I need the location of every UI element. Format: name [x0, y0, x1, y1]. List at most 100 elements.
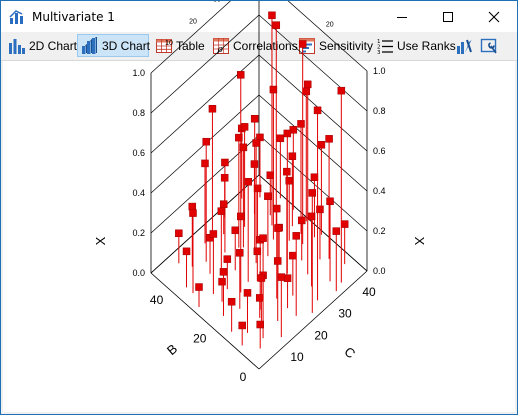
data-point-marker [209, 230, 218, 238]
data-point-marker [274, 224, 282, 232]
close-button[interactable] [471, 1, 517, 32]
minimize-button[interactable] [379, 1, 425, 32]
app-icon [9, 9, 25, 25]
2d-chart-label: 2D Chart [29, 38, 78, 53]
data-point-marker [240, 123, 249, 131]
data-point-marker [257, 274, 266, 282]
data-point-marker [277, 273, 286, 281]
2d-chart-button[interactable]: 2D Chart [5, 34, 78, 57]
bar-chart-icon [8, 37, 26, 55]
data-point-marker [236, 249, 244, 257]
data-point-marker [195, 283, 203, 291]
data-point-marker [252, 139, 260, 147]
data-point-marker [182, 247, 191, 256]
data-point-marker [256, 320, 264, 329]
data-point-marker [238, 321, 246, 330]
data-point-marker [273, 257, 282, 265]
data-point-marker [239, 143, 248, 152]
c-top-tick-label: 10 [165, 40, 173, 47]
data-point-marker [297, 216, 306, 225]
data-point-marker [235, 133, 243, 142]
3d-chart-button[interactable]: 3D Chart [77, 34, 151, 57]
table-icon [155, 37, 173, 55]
data-point-marker [256, 133, 264, 142]
data-point-marker [340, 220, 349, 228]
data-point-marker [326, 197, 334, 206]
3d-chart-label: 3D Chart [102, 38, 151, 53]
data-point-marker [307, 212, 316, 221]
settings-icon [480, 37, 498, 55]
x-tick-label-left: 0.2 [132, 228, 145, 238]
svg-text:1: 1 [377, 39, 381, 45]
b-tick-label: 0 [240, 370, 247, 384]
data-point-marker [219, 268, 228, 276]
data-point-marker [223, 255, 232, 263]
svg-text:3: 3 [377, 50, 381, 55]
data-point-marker [175, 229, 183, 238]
wall-gridline-right [258, 14, 368, 112]
data-point-marker [273, 204, 281, 213]
chart-area[interactable]: 0.0 0.0 0.2 0.2 0.4 0.4 0.6 0.6 0.8 0.8 1.0 1.0 0 20 4… [3, 1, 515, 412]
data-point-marker [288, 152, 297, 160]
floor-edge-b [150, 272, 260, 370]
x-tick-label-left: 0.8 [132, 108, 145, 118]
data-point-marker [219, 200, 228, 208]
data-point-marker [237, 71, 245, 79]
data-point-marker [237, 212, 245, 221]
table-button[interactable]: Table [152, 34, 206, 57]
data-point-marker [189, 209, 197, 217]
data-point-marker [308, 189, 317, 197]
x-tick-label-right: 0.6 [373, 146, 386, 156]
c-tick-label: 10 [290, 350, 304, 364]
data-point-marker [316, 205, 324, 214]
settings-button[interactable] [477, 34, 501, 57]
data-point-marker [276, 134, 285, 143]
x-tick-label-left: 0.4 [132, 188, 145, 198]
svg-text:ρ: ρ [217, 45, 224, 55]
x-axis-title-right: X [412, 237, 427, 246]
c-top-tick-label: 20 [189, 18, 197, 25]
tools-button[interactable] [453, 34, 475, 57]
data-point-marker [259, 234, 267, 242]
data-point-marker [302, 87, 311, 96]
list-ranks-icon: 1 2 3 [376, 37, 394, 55]
data-point-marker [298, 40, 307, 48]
data-point-marker [201, 159, 209, 168]
use-ranks-button[interactable]: 1 2 3 Use Ranks [373, 34, 456, 57]
wall-gridline-right [258, 94, 368, 192]
data-point-marker [202, 137, 210, 146]
data-point-marker [303, 80, 312, 89]
close-icon [488, 11, 500, 22]
maximize-button[interactable] [425, 1, 471, 32]
correlations-label: Correlations [233, 38, 298, 53]
x-tick-label-right: 0.0 [373, 266, 386, 276]
data-point-marker [317, 141, 326, 149]
wall-gridline-left [150, 14, 260, 114]
data-point-marker [269, 85, 278, 94]
data-point-marker [283, 129, 292, 138]
bar-chart-3d-icon [81, 36, 99, 55]
minimize-icon [397, 16, 407, 18]
data-point-marker [332, 227, 341, 235]
c-tick-label: 40 [362, 285, 376, 299]
data-point-marker [218, 277, 226, 286]
table-label: Table [176, 38, 205, 53]
wall-gridline-right [258, 174, 368, 272]
wall-gridline-right [287, 1, 368, 72]
data-point-marker [266, 171, 275, 179]
data-point-marker [264, 192, 272, 200]
correlations-button[interactable]: ρ Correlations [209, 34, 298, 57]
maximize-icon [443, 11, 453, 22]
use-ranks-label: Use Ranks [397, 38, 456, 53]
data-point-marker [255, 294, 264, 302]
data-point-marker [297, 120, 305, 128]
wall-gridline-right [258, 54, 368, 152]
wall-gridline-left [150, 1, 231, 74]
b-axis-title: B [164, 341, 180, 358]
data-point-marker [244, 178, 252, 186]
data-point-marker [313, 106, 322, 115]
data-point-marker [283, 167, 291, 176]
tools-icon [455, 37, 473, 55]
